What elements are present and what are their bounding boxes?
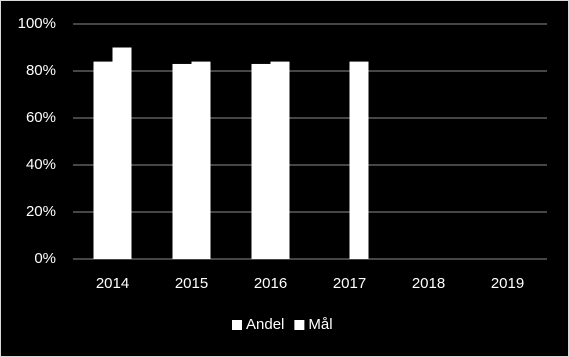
y-tick-label: 80% bbox=[26, 62, 56, 79]
x-tick-label: 2014 bbox=[96, 275, 129, 292]
x-tick-label: 2015 bbox=[175, 275, 208, 292]
legend-swatch bbox=[294, 320, 305, 330]
bar bbox=[251, 63, 271, 260]
bar bbox=[349, 61, 369, 259]
y-tick-label: 20% bbox=[26, 203, 56, 220]
bar bbox=[112, 47, 132, 259]
legend-label: Mål bbox=[308, 316, 332, 333]
y-tick-label: 40% bbox=[26, 156, 56, 173]
x-tick-label: 2016 bbox=[254, 275, 287, 292]
x-tick-label: 2018 bbox=[412, 275, 445, 292]
y-tick-label: 100% bbox=[18, 15, 56, 32]
legend-swatch bbox=[232, 320, 242, 330]
y-tick-label: 0% bbox=[34, 250, 56, 267]
bar bbox=[93, 61, 113, 259]
bar bbox=[270, 61, 290, 259]
bar bbox=[172, 63, 192, 260]
x-tick-label: 2019 bbox=[491, 275, 524, 292]
y-tick-label: 60% bbox=[26, 109, 56, 126]
bar bbox=[191, 61, 211, 259]
legend-label: Andel bbox=[246, 316, 284, 333]
x-tick-label: 2017 bbox=[333, 275, 366, 292]
